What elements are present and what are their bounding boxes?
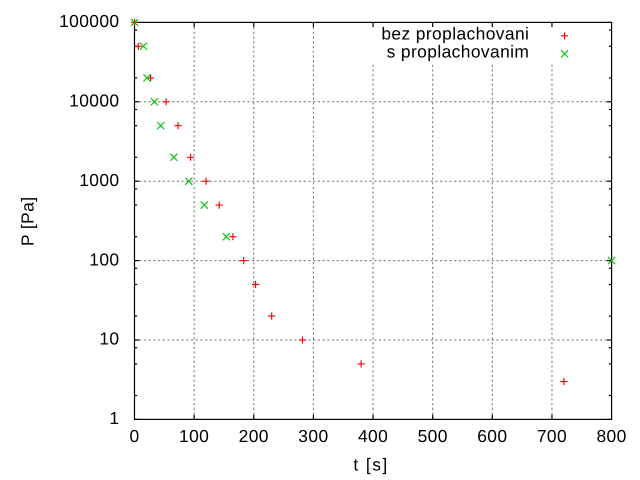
svg-text:P [Pa]: P [Pa] [18,197,38,246]
svg-text:600: 600 [477,426,507,446]
svg-text:100000: 100000 [59,11,119,31]
svg-text:t [s]: t [s] [353,454,388,474]
svg-text:400: 400 [358,426,388,446]
svg-text:700: 700 [537,426,567,446]
svg-text:100: 100 [89,249,119,269]
svg-text:1000: 1000 [79,170,119,190]
svg-text:10000: 10000 [69,91,119,111]
svg-text:800: 800 [596,426,626,446]
svg-text:500: 500 [418,426,448,446]
svg-text:100: 100 [179,426,209,446]
svg-text:10: 10 [99,329,119,349]
svg-text:200: 200 [239,426,269,446]
svg-text:bez proplachovani: bez proplachovani [381,24,529,44]
svg-text:300: 300 [298,426,328,446]
svg-text:1: 1 [109,408,119,428]
svg-text:0: 0 [129,426,139,446]
svg-text:s proplachovanim: s proplachovanim [387,42,530,62]
